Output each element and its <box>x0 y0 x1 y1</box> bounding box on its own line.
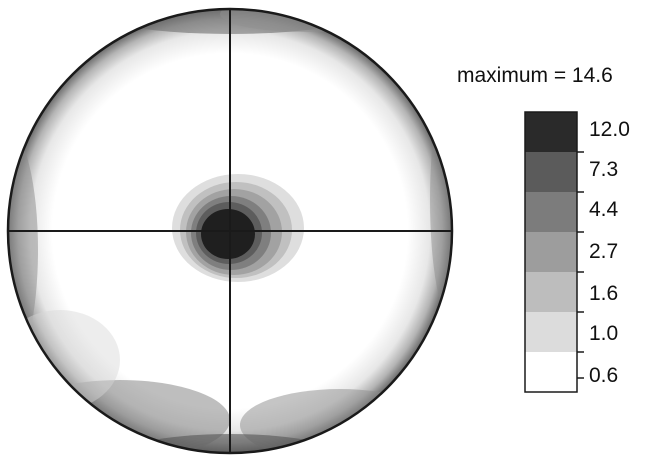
contour-12.0 <box>201 209 255 259</box>
legend-swatch-1.0 <box>525 312 577 352</box>
maximum-label: maximum = 14.6 <box>457 64 613 87</box>
central-maximum <box>172 174 304 282</box>
legend-swatch-2.7 <box>525 232 577 272</box>
legend-swatch-7.3 <box>525 152 577 192</box>
legend-label-4.4: 4.4 <box>589 198 619 221</box>
legend-swatch-0.6 <box>525 352 577 392</box>
legend-swatch-12.0 <box>525 112 577 152</box>
density-legend: 12.0 7.3 4.4 2.7 1.6 1.0 0.6 <box>524 111 630 393</box>
legend-label-0.6: 0.6 <box>589 364 618 387</box>
rim-concentration-right <box>430 80 452 320</box>
legend-label-12.0: 12.0 <box>589 118 630 141</box>
legend-label-2.7: 2.7 <box>589 240 618 263</box>
legend-frame <box>524 111 578 393</box>
rim-light-patch-lower-left <box>8 310 120 410</box>
legend-label-1.6: 1.6 <box>589 282 618 305</box>
legend-label-1.0: 1.0 <box>589 322 618 345</box>
legend-label-7.3: 7.3 <box>589 158 618 181</box>
legend-swatch-4.4 <box>525 192 577 232</box>
legend-swatch-1.6 <box>525 272 577 312</box>
